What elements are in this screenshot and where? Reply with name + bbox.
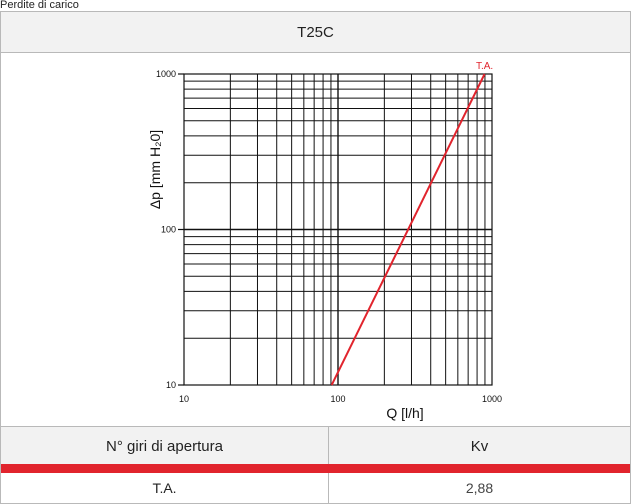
chart-card: T25C 10 100 1000 10 100 1000 Q [l/h] Δp [mm H₂0… bbox=[0, 11, 631, 504]
table-header: N° giri di apertura Kv bbox=[1, 426, 630, 465]
row-turns: T.A. bbox=[1, 473, 329, 503]
chart-area: 10 100 1000 10 100 1000 Q [l/h] Δp [mm H₂0] T.A. bbox=[1, 53, 630, 426]
x-tick-label: 10 bbox=[179, 394, 189, 404]
chart-svg: 10 100 1000 10 100 1000 Q [l/h] Δp [mm H₂0] T.A. bbox=[147, 61, 502, 421]
accent-bar bbox=[1, 464, 630, 473]
table-row: T.A. 2,88 bbox=[1, 473, 630, 503]
series-line bbox=[330, 73, 486, 386]
x-tick-label: 1000 bbox=[482, 394, 502, 404]
x-tick-label: 100 bbox=[330, 394, 345, 404]
y-tick-label: 10 bbox=[166, 380, 176, 390]
y-axis-label: Δp [mm H₂0] bbox=[147, 130, 163, 209]
chart-caption: Perdite di carico bbox=[0, 0, 79, 11]
chart-title: T25C bbox=[1, 12, 630, 53]
series-label: T.A. bbox=[476, 61, 493, 72]
y-tick-label: 100 bbox=[161, 225, 176, 235]
y-tick-label: 1000 bbox=[156, 69, 176, 79]
x-axis-label: Q [l/h] bbox=[386, 405, 423, 421]
header-turns: N° giri di apertura bbox=[1, 427, 329, 465]
header-kv: Kv bbox=[470, 437, 489, 455]
row-kv: 2,88 bbox=[465, 480, 494, 496]
